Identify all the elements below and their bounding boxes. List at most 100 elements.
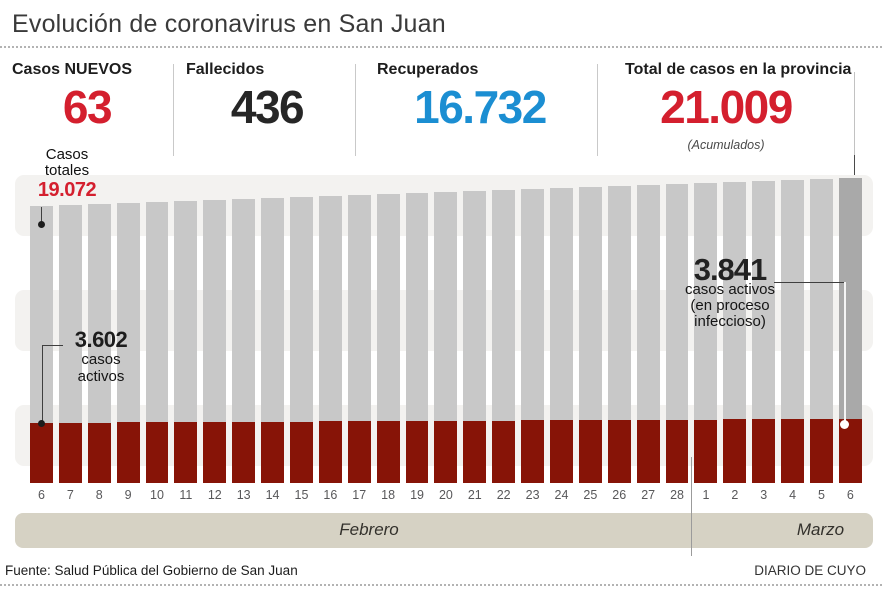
active-cases-bar	[781, 419, 805, 483]
bar-column	[781, 178, 805, 483]
day-tick-label: 6	[846, 488, 854, 502]
total-cases-bar	[781, 180, 805, 483]
month-axis-band	[15, 513, 873, 548]
day-tick-label: 22	[496, 488, 511, 502]
bar-column	[578, 178, 602, 483]
leader-line-first-active	[42, 345, 43, 423]
stat-label-nuevos: Casos NUEVOS	[12, 61, 133, 78]
day-tick-label: 4	[789, 488, 797, 502]
total-cases-bar	[376, 194, 400, 483]
bars	[30, 178, 862, 483]
marker-dot-last-active	[840, 420, 849, 429]
annotation-value: 19.072	[37, 179, 97, 201]
total-cases-bar	[87, 204, 111, 483]
annotation-label: Casos	[45, 146, 89, 163]
day-tick-label: 13	[236, 488, 251, 502]
active-cases-bar	[347, 421, 371, 483]
active-cases-bar	[145, 422, 169, 483]
day-tick-label: 20	[438, 488, 453, 502]
active-cases-bar	[838, 419, 862, 483]
stat-label-recuperados: Recuperados	[377, 61, 479, 78]
total-cases-bar	[30, 206, 53, 483]
total-cases-bar	[405, 193, 429, 483]
stat-divider	[173, 64, 174, 156]
bar-column	[665, 178, 689, 483]
day-tick-label: 15	[294, 488, 309, 502]
bar-column	[376, 178, 400, 483]
total-cases-bar	[116, 203, 140, 483]
active-cases-bar	[550, 420, 573, 483]
day-tick-label: 27	[641, 488, 656, 502]
bar-column	[58, 178, 82, 483]
stat-value-recuperados: 16.732	[414, 81, 547, 133]
bar-column	[203, 178, 227, 483]
day-tick-label: 10	[150, 488, 164, 502]
total-cases-bar	[290, 197, 313, 483]
stat-value-total: 21.009	[660, 81, 793, 133]
total-cases-bar	[694, 183, 718, 483]
day-tick-label: 8	[95, 488, 103, 502]
bar-column	[492, 178, 516, 483]
active-cases-bar	[521, 420, 545, 483]
source-credit: Fuente: Salud Pública del Gobierno de Sa…	[5, 563, 298, 578]
bar-column	[463, 178, 487, 483]
total-cases-bar	[145, 202, 169, 483]
annotation-value: 3.841	[693, 252, 768, 287]
bar-column	[434, 178, 458, 483]
leader-line-last-active	[844, 282, 846, 423]
total-cases-bar	[347, 195, 371, 483]
annotation-label: casos activos	[684, 281, 776, 298]
top-dotted-rule	[0, 46, 882, 48]
total-cases-bar	[752, 181, 776, 483]
bar-column	[116, 178, 140, 483]
stat-divider	[597, 64, 598, 156]
active-cases-bar	[578, 420, 602, 483]
total-cases-bar	[723, 182, 747, 483]
bar-column	[290, 178, 313, 483]
annotation-first-total: Casos totales 19.072	[24, 146, 110, 201]
active-cases-bar	[203, 422, 227, 483]
leader-line-first-total	[41, 207, 42, 222]
stat-note-acumulados: (Acumulados)	[687, 138, 765, 152]
active-cases-bar	[492, 421, 516, 483]
stat-divider	[355, 64, 356, 156]
stat-value-nuevos: 63	[62, 81, 113, 133]
bar-column	[261, 178, 285, 483]
leader-line-total	[854, 72, 855, 155]
day-tick-label: 7	[66, 488, 74, 502]
active-cases-bar	[58, 423, 82, 483]
day-tick-label: 11	[179, 488, 193, 502]
total-cases-bar	[607, 186, 631, 483]
total-cases-bar	[232, 199, 256, 483]
stat-value-fallecidos: 436	[230, 81, 305, 133]
bar-column	[174, 178, 198, 483]
active-cases-bar	[318, 421, 342, 483]
day-tick-label: 26	[612, 488, 627, 502]
annotation-label: totales	[44, 162, 90, 179]
annotation-value: 3.602	[74, 327, 128, 352]
total-cases-bar	[318, 196, 342, 483]
bar-column	[636, 178, 660, 483]
total-cases-bar	[578, 187, 602, 483]
bar-column	[550, 178, 573, 483]
day-tick-label: 1	[702, 488, 710, 502]
total-cases-bar	[203, 200, 227, 483]
total-cases-bar	[665, 184, 689, 483]
bottom-dotted-rule	[0, 584, 882, 586]
bar-column	[694, 178, 718, 483]
total-cases-bar	[521, 189, 545, 483]
publisher-credit: DIARIO DE CUYO	[754, 563, 866, 578]
annotation-last-active: 3.841 casos activos (en proceso infeccio…	[659, 252, 801, 330]
day-tick-label: 19	[410, 488, 424, 502]
total-cases-bar	[810, 179, 833, 483]
day-tick-label: 12	[207, 488, 222, 502]
total-cases-bar	[550, 188, 573, 483]
day-tick-label: 17	[352, 488, 367, 502]
total-cases-bar	[174, 201, 198, 483]
day-tick-label: 5	[818, 488, 825, 502]
annotation-first-active: 3.602 casos activos	[60, 327, 142, 386]
page-title: Evolución de coronavirus en San Juan	[12, 10, 446, 38]
annotation-label: (en proceso	[690, 297, 770, 314]
active-cases-bar	[232, 422, 256, 483]
